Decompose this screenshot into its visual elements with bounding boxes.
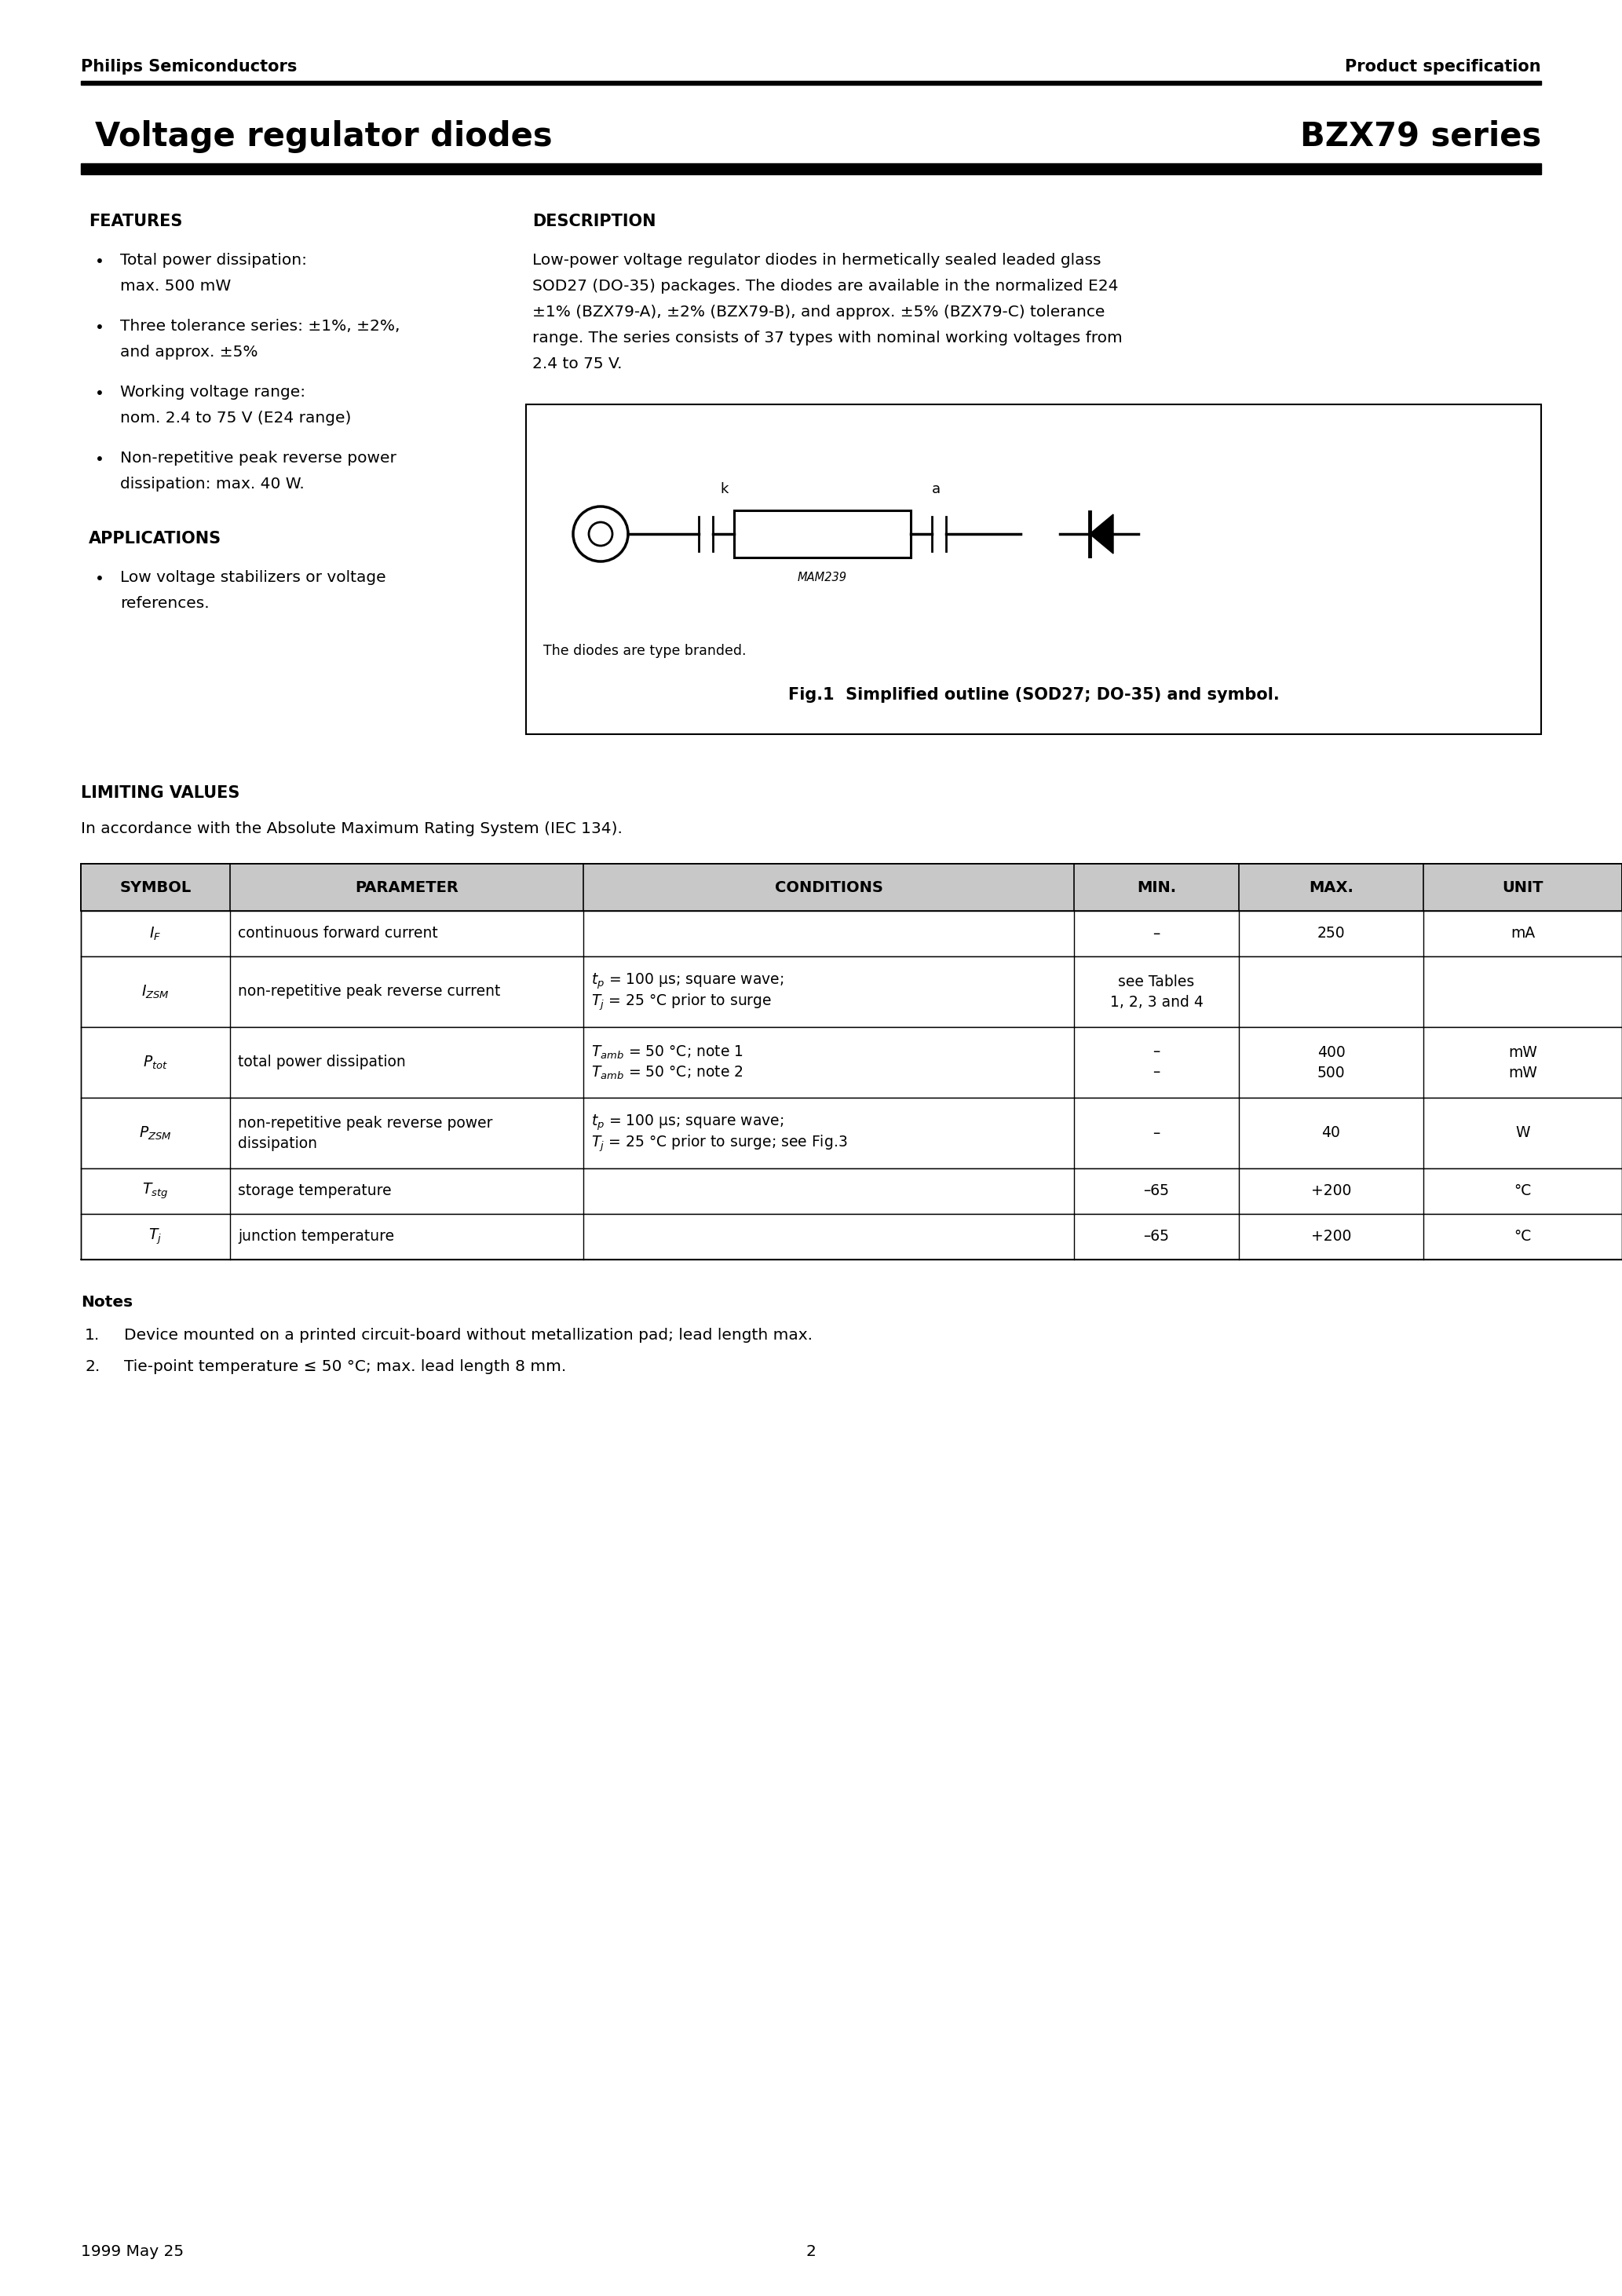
Text: Fig.1  Simplified outline (SOD27; DO-35) and symbol.: Fig.1 Simplified outline (SOD27; DO-35) …: [788, 687, 1280, 703]
Text: •: •: [96, 572, 104, 585]
Text: –: –: [1153, 1125, 1160, 1141]
Text: 1999 May 25: 1999 May 25: [81, 2243, 183, 2259]
Text: 2.: 2.: [84, 1359, 101, 1373]
Text: $t_p$ = 100 μs; square wave;: $t_p$ = 100 μs; square wave;: [590, 971, 783, 992]
Text: The diodes are type branded.: The diodes are type branded.: [543, 643, 746, 659]
Text: FEATURES: FEATURES: [89, 214, 182, 230]
Text: Voltage regulator diodes: Voltage regulator diodes: [96, 119, 553, 154]
Text: MAM239: MAM239: [798, 572, 847, 583]
Text: APPLICATIONS: APPLICATIONS: [89, 530, 222, 546]
Polygon shape: [1090, 514, 1113, 553]
Text: 400: 400: [1317, 1045, 1345, 1061]
Bar: [81, 863, 1622, 912]
Text: °C: °C: [1513, 1185, 1531, 1199]
Text: see Tables: see Tables: [1118, 974, 1195, 990]
Text: •: •: [96, 255, 104, 269]
Text: –65: –65: [1144, 1185, 1169, 1199]
Text: a: a: [933, 482, 941, 496]
Text: UNIT: UNIT: [1502, 879, 1543, 895]
Text: Non-repetitive peak reverse power: Non-repetitive peak reverse power: [120, 450, 396, 466]
Text: MIN.: MIN.: [1137, 879, 1176, 895]
Text: In accordance with the Absolute Maximum Rating System (IEC 134).: In accordance with the Absolute Maximum …: [81, 822, 623, 836]
Text: $T_{amb}$ = 50 °C; note 2: $T_{amb}$ = 50 °C; note 2: [590, 1065, 743, 1081]
Text: MAX.: MAX.: [1309, 879, 1353, 895]
Text: CONDITIONS: CONDITIONS: [775, 879, 882, 895]
Bar: [81, 1169, 1622, 1215]
Text: ±1% (BZX79-A), ±2% (BZX79-B), and approx. ±5% (BZX79-C) tolerance: ±1% (BZX79-A), ±2% (BZX79-B), and approx…: [532, 305, 1105, 319]
Text: LIMITING VALUES: LIMITING VALUES: [81, 785, 240, 801]
Bar: [81, 1026, 1622, 1097]
Text: junction temperature: junction temperature: [238, 1228, 394, 1244]
Text: 250: 250: [1317, 925, 1345, 941]
Bar: [81, 957, 1622, 1026]
Text: Low-power voltage regulator diodes in hermetically sealed leaded glass: Low-power voltage regulator diodes in he…: [532, 253, 1101, 269]
Text: •: •: [96, 452, 104, 466]
Text: dissipation: max. 40 W.: dissipation: max. 40 W.: [120, 478, 305, 491]
Text: non-repetitive peak reverse power: non-repetitive peak reverse power: [238, 1116, 493, 1130]
Text: Product specification: Product specification: [1345, 60, 1541, 73]
Text: 1.: 1.: [84, 1327, 101, 1343]
Text: Tie-point temperature ≤ 50 °C; max. lead length 8 mm.: Tie-point temperature ≤ 50 °C; max. lead…: [123, 1359, 566, 1373]
Text: references.: references.: [120, 597, 209, 611]
Text: nom. 2.4 to 75 V (E24 range): nom. 2.4 to 75 V (E24 range): [120, 411, 352, 425]
Text: PARAMETER: PARAMETER: [355, 879, 459, 895]
Text: $t_p$ = 100 μs; square wave;: $t_p$ = 100 μs; square wave;: [590, 1114, 783, 1132]
Text: and approx. ±5%: and approx. ±5%: [120, 344, 258, 360]
Text: continuous forward current: continuous forward current: [238, 925, 438, 941]
Text: Philips Semiconductors: Philips Semiconductors: [81, 60, 297, 73]
Text: –: –: [1153, 1045, 1160, 1061]
Text: °C: °C: [1513, 1228, 1531, 1244]
Text: –: –: [1153, 1065, 1160, 1079]
Text: k: k: [720, 482, 728, 496]
Bar: [81, 80, 1541, 85]
Text: Low voltage stabilizers or voltage: Low voltage stabilizers or voltage: [120, 569, 386, 585]
Text: 40: 40: [1322, 1125, 1340, 1141]
Text: –: –: [1153, 925, 1160, 941]
Text: $T_{stg}$: $T_{stg}$: [143, 1182, 169, 1201]
Text: 2.4 to 75 V.: 2.4 to 75 V.: [532, 356, 623, 372]
Bar: [735, 510, 910, 558]
Text: 1, 2, 3 and 4: 1, 2, 3 and 4: [1109, 994, 1204, 1010]
Bar: [81, 163, 1541, 174]
Text: $T_j$: $T_j$: [149, 1226, 162, 1247]
Text: +200: +200: [1311, 1185, 1351, 1199]
Bar: [81, 1215, 1622, 1261]
Text: •: •: [96, 321, 104, 335]
Text: $T_{amb}$ = 50 °C; note 1: $T_{amb}$ = 50 °C; note 1: [590, 1045, 743, 1061]
Text: $P_{ZSM}$: $P_{ZSM}$: [139, 1125, 172, 1141]
Text: 500: 500: [1317, 1065, 1345, 1079]
Text: Three tolerance series: ±1%, ±2%,: Three tolerance series: ±1%, ±2%,: [120, 319, 401, 333]
Bar: [81, 1097, 1622, 1169]
Text: mW: mW: [1508, 1045, 1538, 1061]
Text: DESCRIPTION: DESCRIPTION: [532, 214, 655, 230]
Text: max. 500 mW: max. 500 mW: [120, 278, 230, 294]
Text: non-repetitive peak reverse current: non-repetitive peak reverse current: [238, 985, 501, 999]
Bar: [81, 912, 1622, 957]
Text: SYMBOL: SYMBOL: [120, 879, 191, 895]
Text: Notes: Notes: [81, 1295, 133, 1309]
Text: $I_F$: $I_F$: [149, 925, 162, 941]
Text: dissipation: dissipation: [238, 1137, 318, 1150]
Text: +200: +200: [1311, 1228, 1351, 1244]
Text: Working voltage range:: Working voltage range:: [120, 386, 305, 400]
Text: Device mounted on a printed circuit-board without metallization pad; lead length: Device mounted on a printed circuit-boar…: [123, 1327, 813, 1343]
Text: BZX79 series: BZX79 series: [1299, 119, 1541, 154]
Text: 2: 2: [806, 2243, 816, 2259]
Text: $I_{ZSM}$: $I_{ZSM}$: [141, 983, 170, 1001]
Text: $T_j$ = 25 °C prior to surge: $T_j$ = 25 °C prior to surge: [590, 992, 772, 1013]
Text: •: •: [96, 386, 104, 402]
Text: SOD27 (DO-35) packages. The diodes are available in the normalized E24: SOD27 (DO-35) packages. The diodes are a…: [532, 278, 1118, 294]
Text: mW: mW: [1508, 1065, 1538, 1079]
Text: W: W: [1515, 1125, 1530, 1141]
Text: $T_j$ = 25 °C prior to surge; see Fig.3: $T_j$ = 25 °C prior to surge; see Fig.3: [590, 1134, 847, 1153]
Text: storage temperature: storage temperature: [238, 1185, 391, 1199]
Text: range. The series consists of 37 types with nominal working voltages from: range. The series consists of 37 types w…: [532, 331, 1122, 344]
Text: –65: –65: [1144, 1228, 1169, 1244]
Text: mA: mA: [1510, 925, 1534, 941]
Text: $P_{tot}$: $P_{tot}$: [143, 1054, 169, 1070]
Text: total power dissipation: total power dissipation: [238, 1054, 406, 1070]
Text: Total power dissipation:: Total power dissipation:: [120, 253, 307, 269]
Bar: [526, 404, 1541, 735]
